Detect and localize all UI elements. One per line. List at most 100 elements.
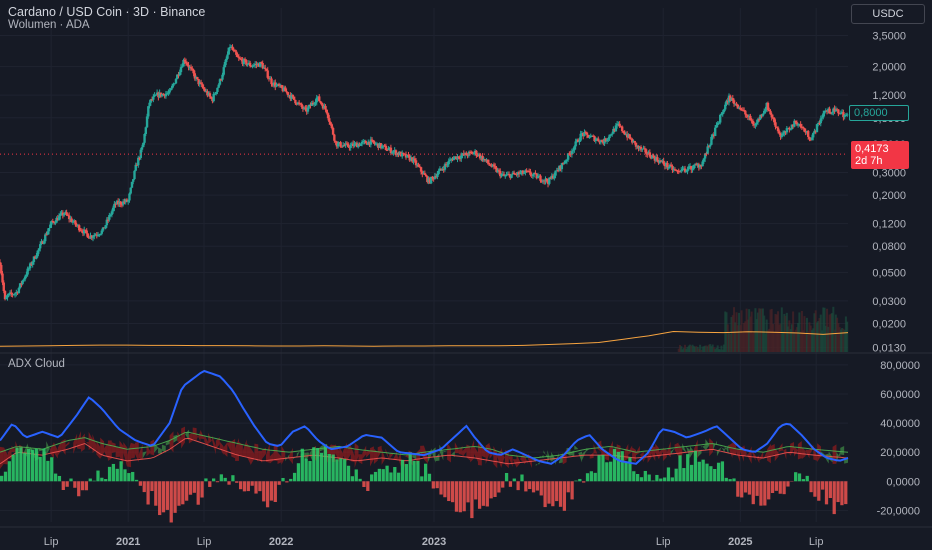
candle-body xyxy=(629,138,633,140)
candle-body xyxy=(491,164,494,167)
chart-title[interactable]: Cardano / USD Coin · 3D · Binance xyxy=(8,5,206,19)
volume-bar xyxy=(685,348,688,352)
adx-cloud-segment xyxy=(215,437,220,450)
adx-histogram-bar xyxy=(485,481,489,507)
candle-body xyxy=(594,139,597,142)
volume-bar xyxy=(749,316,752,352)
volume-bar xyxy=(709,344,712,352)
candle-body xyxy=(417,164,420,167)
adx-cloud-segment xyxy=(435,453,440,462)
volume-bar xyxy=(826,308,829,352)
adx-cloud-segment xyxy=(763,451,768,460)
adx-cloud-segment xyxy=(493,445,498,469)
candle-body xyxy=(404,154,408,158)
candle-body xyxy=(637,145,640,149)
candle-body xyxy=(486,159,489,163)
adx-cloud-segment xyxy=(516,453,521,468)
candle-body xyxy=(336,143,340,147)
adx-cloud-segment xyxy=(265,442,270,463)
adx-histogram-bar xyxy=(720,461,725,482)
adx-cloud-segment xyxy=(385,448,390,461)
price-axis[interactable]: 3,50002,00001,20000,80000,50000,30000,20… xyxy=(872,30,906,354)
candle-body xyxy=(116,201,120,205)
candle-body xyxy=(382,145,385,147)
indicator-label[interactable]: ADX Cloud xyxy=(8,358,65,370)
volume-ma-line xyxy=(0,330,849,347)
volume-bar xyxy=(758,308,761,352)
candle-body xyxy=(134,164,137,171)
candle-body xyxy=(558,165,561,171)
candle-body xyxy=(235,51,238,55)
price-tick-label: 3,5000 xyxy=(872,30,906,42)
candle-body xyxy=(749,115,752,121)
adx-histogram-bar xyxy=(331,454,335,482)
candle-body xyxy=(359,143,362,146)
adx-histogram-bar xyxy=(647,474,651,482)
candle-body xyxy=(27,268,31,270)
candle-body xyxy=(369,139,372,145)
candle-body xyxy=(741,109,745,111)
volume-bar xyxy=(775,314,778,352)
volume-bar xyxy=(764,333,767,352)
adx-histogram-bar xyxy=(196,481,200,505)
adx-cloud-segment xyxy=(801,446,806,460)
candle-body xyxy=(2,282,5,291)
adx-histogram-bar xyxy=(204,478,208,482)
adx-axis[interactable]: 80,0000 60,0000 40,0000 20,0000 0,0000 -20,00… xyxy=(877,360,920,517)
candle-body xyxy=(431,176,434,178)
candle-body xyxy=(242,59,246,64)
adx-histogram-bar xyxy=(570,481,574,500)
candle-body xyxy=(521,170,525,174)
candle-body xyxy=(47,228,51,232)
candle-body xyxy=(740,109,743,111)
adx-histogram-bar xyxy=(34,448,38,482)
adx-histogram-bar xyxy=(828,481,832,499)
candle-body xyxy=(372,140,375,143)
candle-body xyxy=(730,98,733,101)
candle-body xyxy=(682,168,685,170)
candle-body xyxy=(736,104,740,109)
candle-body xyxy=(532,173,536,175)
adx-cloud-segment xyxy=(751,450,756,461)
candle-body xyxy=(388,147,391,150)
time-tick-label: Lip xyxy=(44,536,59,548)
candlestick-series[interactable] xyxy=(0,44,849,301)
candle-body xyxy=(100,230,104,234)
candle-body xyxy=(50,221,53,225)
candle-body xyxy=(669,164,673,166)
candle-body xyxy=(703,153,707,159)
candle-body xyxy=(28,263,32,269)
adx-histogram-bar xyxy=(616,451,620,482)
adx-histogram-bar xyxy=(508,481,513,487)
candle-body xyxy=(51,221,54,223)
candle-body xyxy=(810,137,814,140)
candle-body xyxy=(544,178,547,182)
candle-body xyxy=(377,143,380,148)
candle-body xyxy=(576,139,580,143)
adx-histogram-bar xyxy=(53,473,58,482)
candle-body xyxy=(505,174,508,176)
candle-body xyxy=(497,170,501,172)
candle-body xyxy=(101,227,105,231)
adx-histogram-bar xyxy=(38,456,42,482)
candle-body xyxy=(618,123,621,127)
candle-body xyxy=(150,99,154,101)
candle-body xyxy=(492,164,496,167)
candle-body xyxy=(362,141,365,143)
candle-body xyxy=(329,121,332,125)
adx-cloud-segment xyxy=(92,434,97,453)
adx-cloud-segment xyxy=(53,442,58,459)
candle-body xyxy=(609,134,613,136)
candle-body xyxy=(427,178,430,182)
time-axis[interactable]: Lip 2021 Lip 2022 2023 Lip 2025 Lip xyxy=(44,536,824,548)
adx-cloud-segment xyxy=(296,449,301,458)
candle-body xyxy=(211,98,214,102)
candle-body xyxy=(624,134,628,136)
currency-button[interactable]: USDC xyxy=(851,4,925,24)
volume-label[interactable]: Wolumen · ADA xyxy=(8,19,90,31)
candle-body xyxy=(677,171,680,173)
adx-histogram-bar xyxy=(185,481,189,501)
candle-body xyxy=(559,165,562,170)
candle-body xyxy=(262,67,266,69)
